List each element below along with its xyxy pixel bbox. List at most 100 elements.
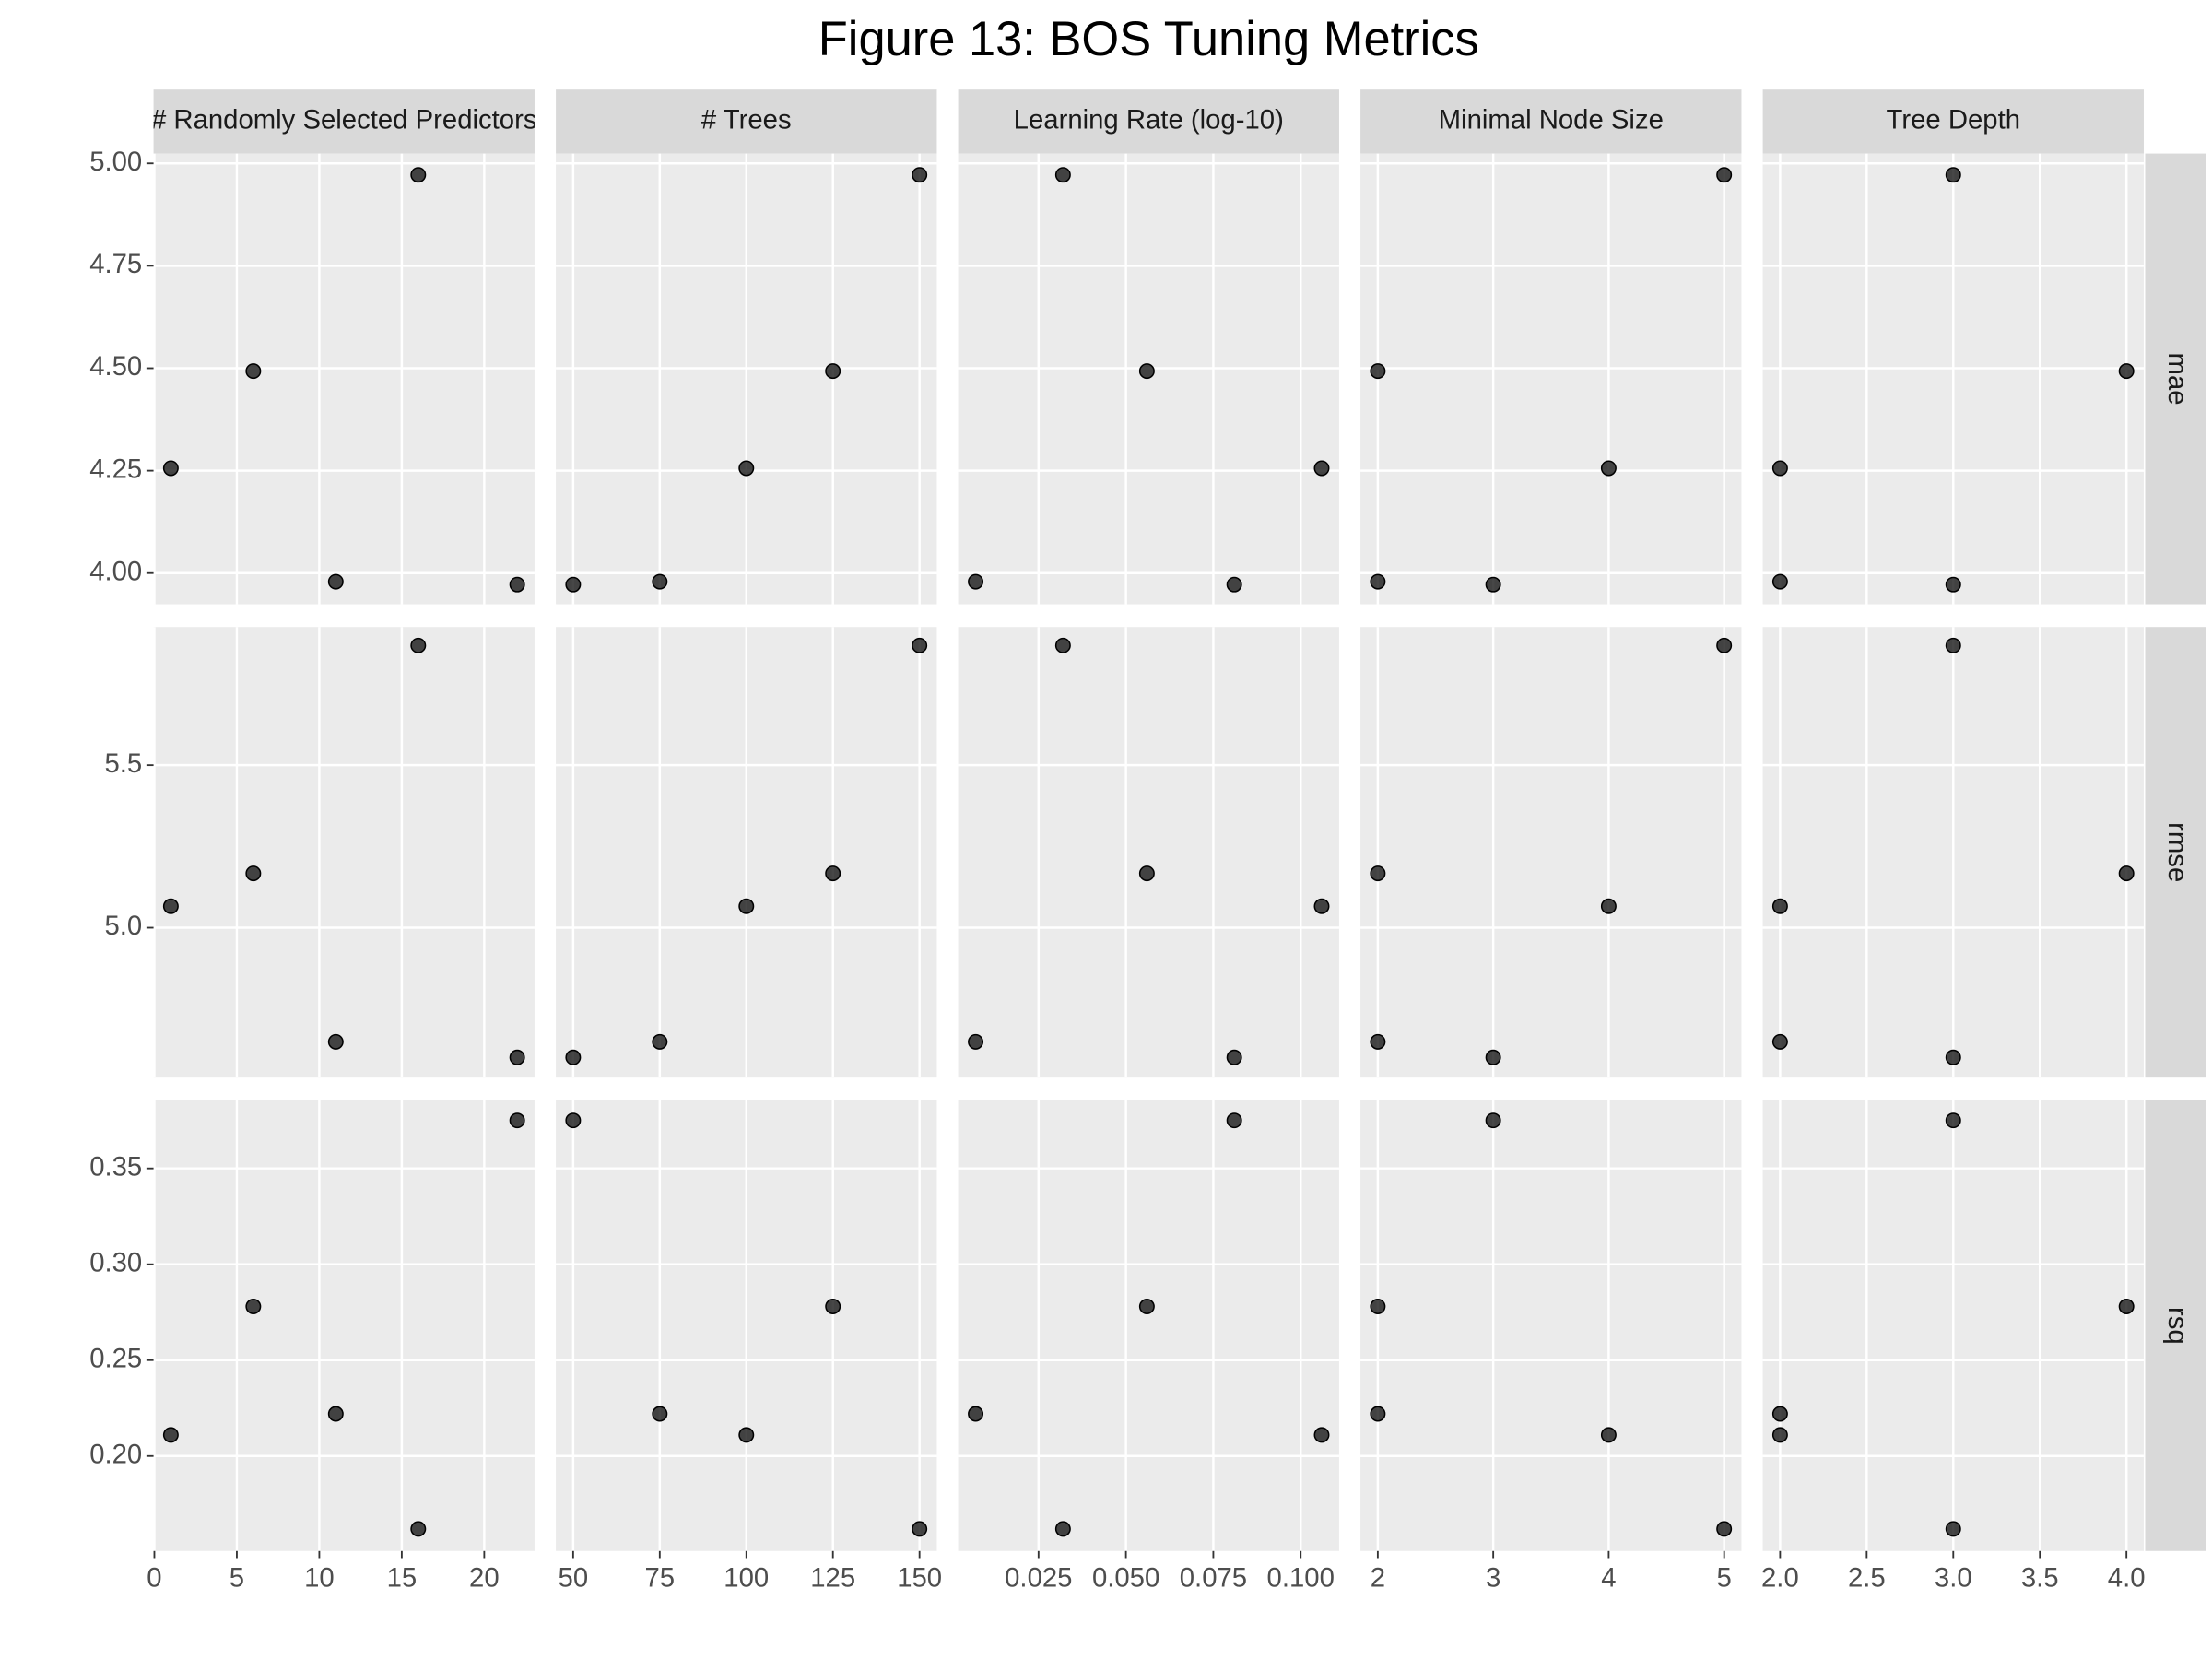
x-tick-label: 100 <box>724 1562 769 1593</box>
point <box>1138 363 1155 380</box>
point <box>1716 637 1733 653</box>
point <box>1313 898 1330 914</box>
panel-background <box>153 627 535 1078</box>
panel-background <box>1360 153 1742 605</box>
point <box>1600 1427 1617 1443</box>
y-tick-label: 5.5 <box>105 748 143 779</box>
x-tick-label: 75 <box>645 1562 676 1593</box>
y-tick-label: 4.75 <box>89 249 142 279</box>
facet-strip <box>556 89 937 154</box>
point <box>565 1112 582 1129</box>
facet-label: Minimal Node Size <box>1439 105 1664 135</box>
y-tick-label: 5.00 <box>89 147 142 177</box>
point <box>1771 1427 1788 1443</box>
point <box>825 1299 841 1314</box>
x-tick-label: 150 <box>897 1562 942 1593</box>
point <box>1370 1299 1386 1314</box>
point <box>1716 1521 1733 1537</box>
point <box>912 1521 928 1537</box>
point <box>410 637 427 653</box>
facet-label: rmse <box>2162 822 2193 882</box>
y-tick-label: 0.20 <box>89 1440 142 1470</box>
point <box>327 1033 344 1050</box>
point <box>738 460 755 477</box>
y-tick-label: 0.25 <box>89 1343 142 1373</box>
point <box>1226 1049 1242 1065</box>
x-tick-label: 2.0 <box>1761 1562 1799 1593</box>
y-tick-label: 0.35 <box>89 1151 142 1182</box>
x-tick-label: 4 <box>1601 1562 1616 1593</box>
point <box>1945 167 1961 183</box>
x-tick-label: 2 <box>1371 1562 1385 1593</box>
point <box>1370 1033 1386 1050</box>
point <box>1485 1049 1501 1065</box>
point <box>1370 363 1386 380</box>
point <box>509 1112 525 1129</box>
point <box>2118 363 2135 380</box>
point <box>1138 1299 1155 1314</box>
facet-label: rsq <box>2162 1307 2193 1345</box>
point <box>245 363 262 380</box>
x-tick-label: 0.075 <box>1180 1562 1247 1593</box>
point <box>1945 637 1961 653</box>
point <box>410 167 427 183</box>
point <box>652 1033 668 1050</box>
y-tick-label: 0.30 <box>89 1247 142 1277</box>
point <box>825 865 841 882</box>
point <box>1945 1112 1961 1129</box>
point <box>2118 865 2135 882</box>
x-tick-label: 5 <box>229 1562 244 1593</box>
point <box>327 573 344 590</box>
point <box>245 865 262 882</box>
facet-strip <box>2145 153 2206 605</box>
y-tick-label: 4.00 <box>89 556 142 586</box>
point <box>738 898 755 914</box>
point <box>1226 1112 1242 1129</box>
x-tick-label: 10 <box>304 1562 335 1593</box>
point <box>912 167 928 183</box>
panel-background <box>958 1100 1339 1551</box>
facet-strip <box>1360 89 1742 154</box>
point <box>1313 460 1330 477</box>
point <box>1485 1112 1501 1129</box>
point <box>1313 1427 1330 1443</box>
point <box>1370 573 1386 590</box>
x-tick-label: 3.5 <box>2021 1562 2059 1593</box>
y-tick-label: 4.25 <box>89 453 142 484</box>
y-tick-label: 4.50 <box>89 351 142 382</box>
point <box>1771 898 1788 914</box>
point <box>1485 576 1501 593</box>
point <box>1600 460 1617 477</box>
point <box>565 576 582 593</box>
point <box>738 1427 755 1443</box>
facet-label: mae <box>2162 353 2193 406</box>
x-tick-label: 0.050 <box>1092 1562 1159 1593</box>
point <box>912 637 928 653</box>
facet-label: Tree Depth <box>1887 105 2020 135</box>
x-tick-label: 125 <box>810 1562 855 1593</box>
x-tick-label: 0 <box>147 1562 161 1593</box>
facet-strip <box>153 89 535 154</box>
point <box>1716 167 1733 183</box>
point <box>509 1049 525 1065</box>
point <box>1054 1521 1071 1537</box>
point <box>565 1049 582 1065</box>
x-tick-label: 2.5 <box>1848 1562 1886 1593</box>
facet-strip <box>958 89 1339 154</box>
point <box>652 1406 668 1422</box>
point <box>968 573 984 590</box>
x-tick-label: 0.100 <box>1267 1562 1335 1593</box>
x-tick-label: 50 <box>559 1562 589 1593</box>
point <box>825 363 841 380</box>
facet-label: # Trees <box>701 105 792 135</box>
point <box>1771 1406 1788 1422</box>
point <box>968 1406 984 1422</box>
facet-label: Learning Rate (log-10) <box>1014 105 1284 135</box>
panel-background <box>1360 627 1742 1078</box>
point <box>1226 576 1242 593</box>
x-tick-label: 20 <box>469 1562 500 1593</box>
point <box>162 460 179 477</box>
x-tick-label: 15 <box>387 1562 418 1593</box>
facet-label: # Randomly Selected Predictors <box>151 105 537 135</box>
x-tick-label: 5 <box>1717 1562 1732 1593</box>
